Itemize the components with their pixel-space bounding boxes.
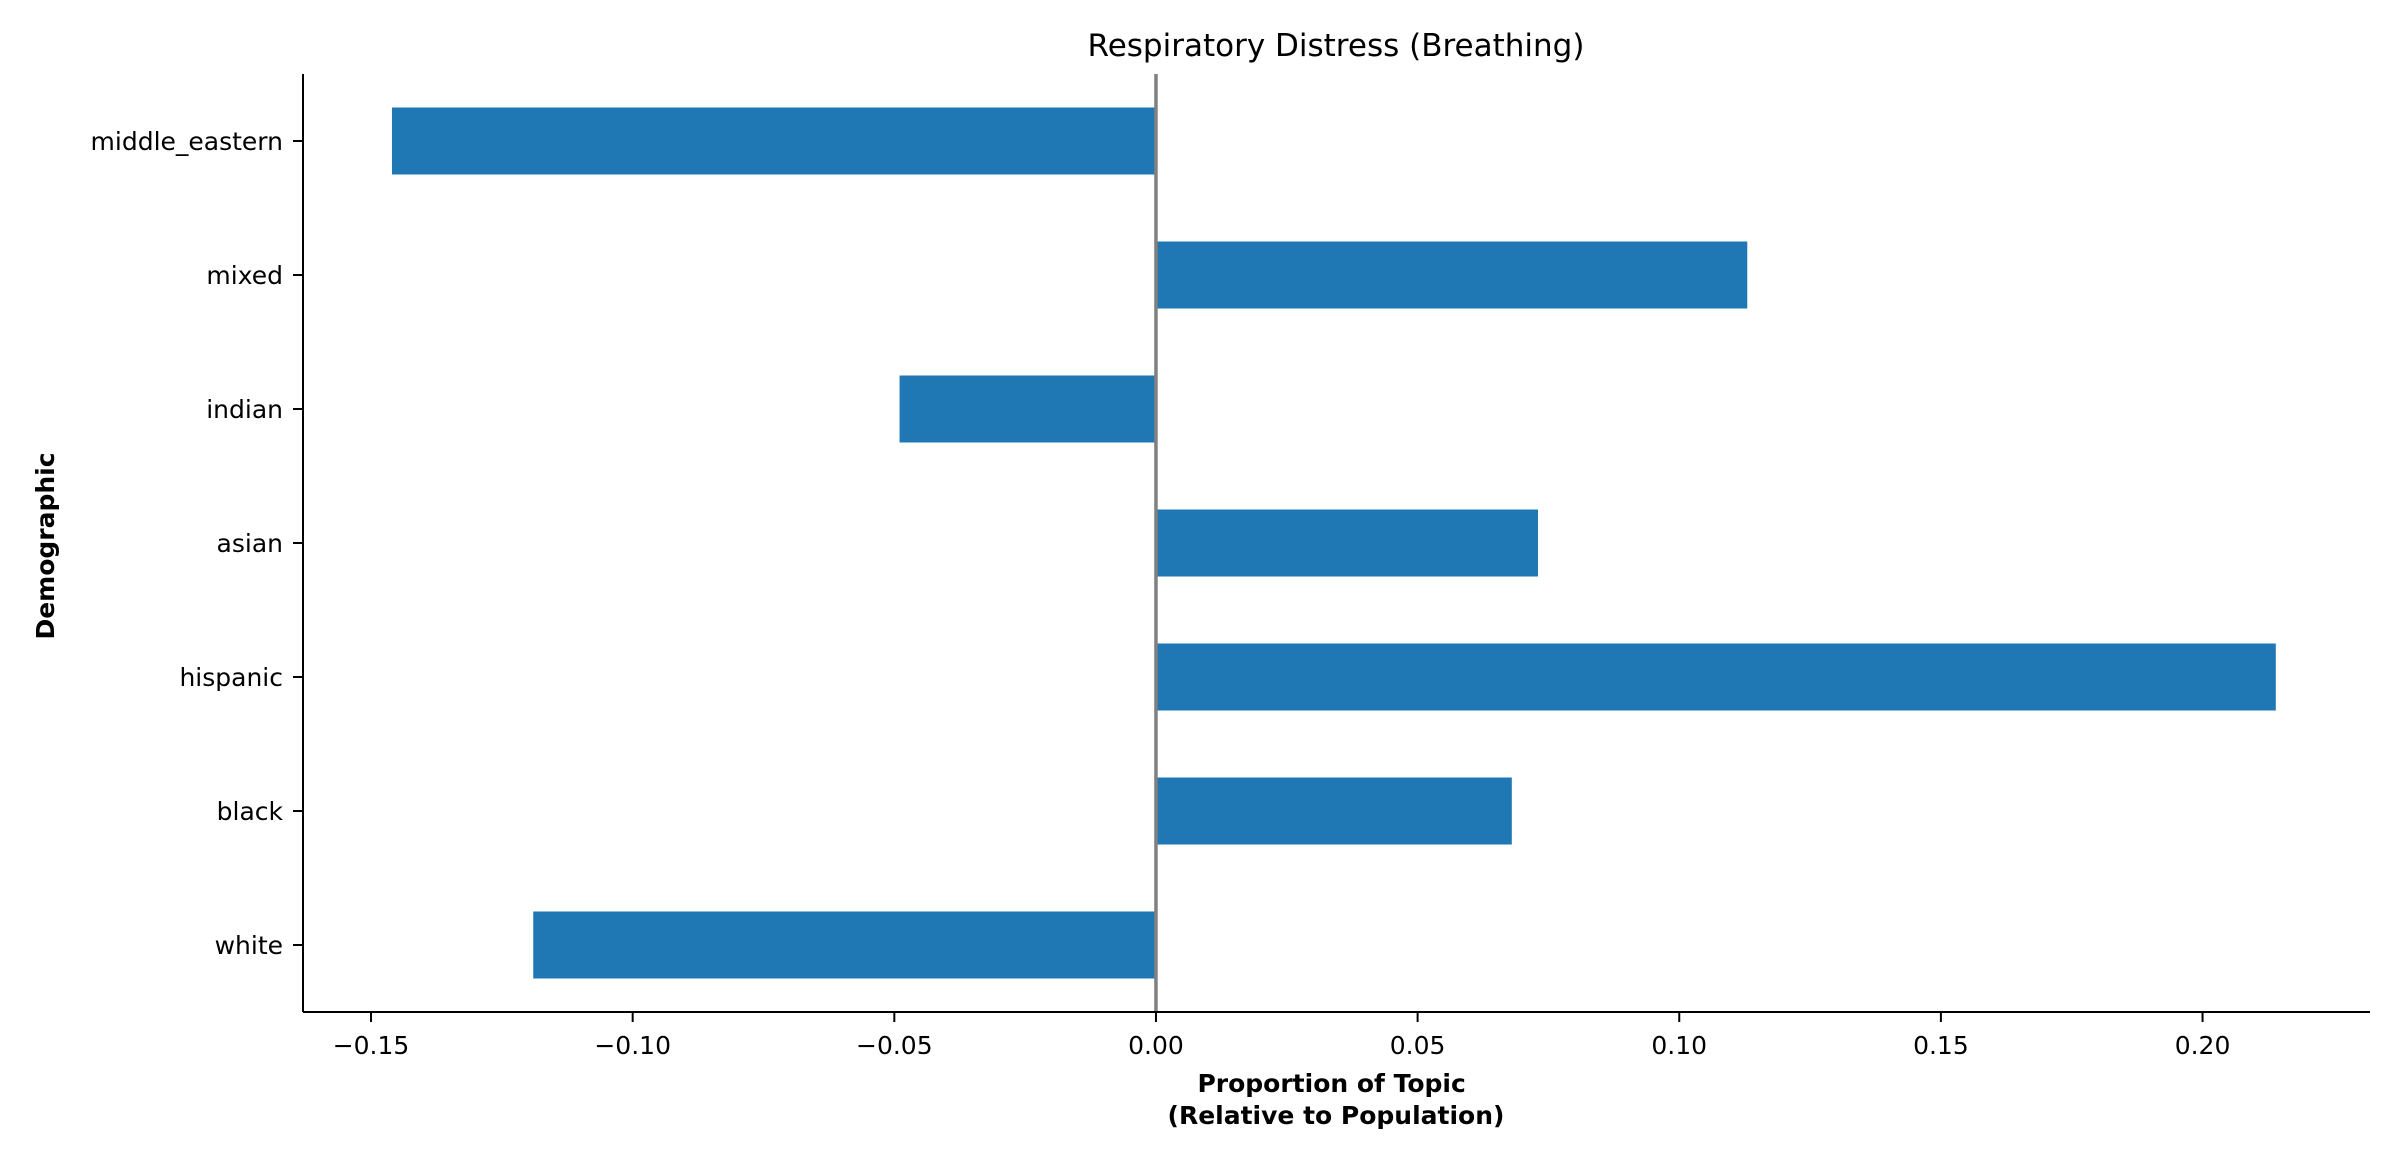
x-axis-label-line-1: Proportion of Topic — [1197, 1069, 1465, 1098]
y-tick-label: asian — [217, 529, 283, 558]
bar-indian — [899, 375, 1156, 443]
y-tick-label: mixed — [206, 261, 283, 290]
bar-mixed — [1155, 241, 1748, 309]
bar-hispanic — [1155, 643, 2276, 711]
y-tick-label: hispanic — [179, 663, 283, 692]
bar-white — [533, 911, 1156, 979]
bar-asian — [1155, 509, 1538, 577]
x-tick-label: 0.15 — [1913, 1031, 1969, 1060]
bar-black — [1155, 777, 1512, 845]
x-axis-label-line-2: (Relative to Population) — [1168, 1101, 1505, 1130]
x-ticks-group: −0.15 −0.10 −0.05 0.00 0.05 0.10 0.15 0.20 — [333, 1012, 2231, 1060]
x-tick-label: 0.10 — [1651, 1031, 1707, 1060]
y-tick-label: middle_eastern — [91, 127, 283, 156]
x-tick-label: −0.05 — [856, 1031, 933, 1060]
bars-group — [391, 107, 2276, 979]
chart-title: Respiratory Distress (Breathing) — [1088, 28, 1585, 64]
x-axis-label: Proportion of Topic (Relative to Populat… — [1168, 1069, 1505, 1130]
x-tick-label: 0.00 — [1128, 1031, 1184, 1060]
y-tick-label: white — [215, 931, 283, 960]
x-tick-label: −0.15 — [333, 1031, 410, 1060]
y-ticks-group: white black hispanic asian indian mixed middle… — [91, 127, 303, 960]
x-tick-label: 0.20 — [2175, 1031, 2231, 1060]
y-tick-label: black — [217, 797, 284, 826]
y-tick-label: indian — [206, 395, 283, 424]
x-tick-label: −0.10 — [594, 1031, 671, 1060]
y-axis-label: Demographic — [31, 452, 60, 639]
x-tick-label: 0.05 — [1390, 1031, 1446, 1060]
bar-middle_eastern — [391, 107, 1156, 175]
